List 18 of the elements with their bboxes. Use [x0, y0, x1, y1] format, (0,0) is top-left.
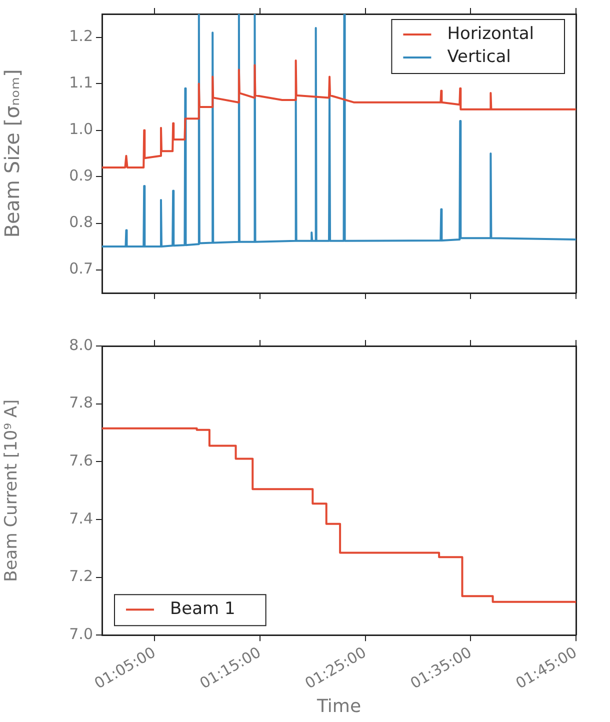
- y-tick-label: 7.6: [69, 452, 93, 470]
- legend-label: Beam 1: [170, 599, 236, 620]
- y-tick-label: 0.9: [69, 166, 93, 185]
- y-tick-label: 0.8: [69, 213, 93, 232]
- y-tick-label: 7.8: [69, 394, 93, 412]
- legend-label: Vertical: [447, 46, 511, 67]
- y-axis-title: Beam Current [10⁹ A]: [2, 399, 22, 582]
- y-tick-label: 7.2: [69, 567, 93, 586]
- y-tick-label: 1.2: [69, 27, 93, 46]
- y-tick-label: 8.0: [69, 336, 93, 354]
- y-tick-label: 1.0: [69, 120, 93, 138]
- y-axis-title: Beam Size [σₙₒₘ]: [0, 69, 24, 238]
- y-tick-label: 1.1: [69, 74, 93, 92]
- x-axis-title: Time: [316, 696, 362, 717]
- y-tick-label: 7.4: [69, 509, 93, 528]
- y-tick-label: 0.7: [69, 260, 93, 278]
- y-tick-label: 7.0: [69, 625, 93, 644]
- legend-label: Horizontal: [447, 24, 534, 44]
